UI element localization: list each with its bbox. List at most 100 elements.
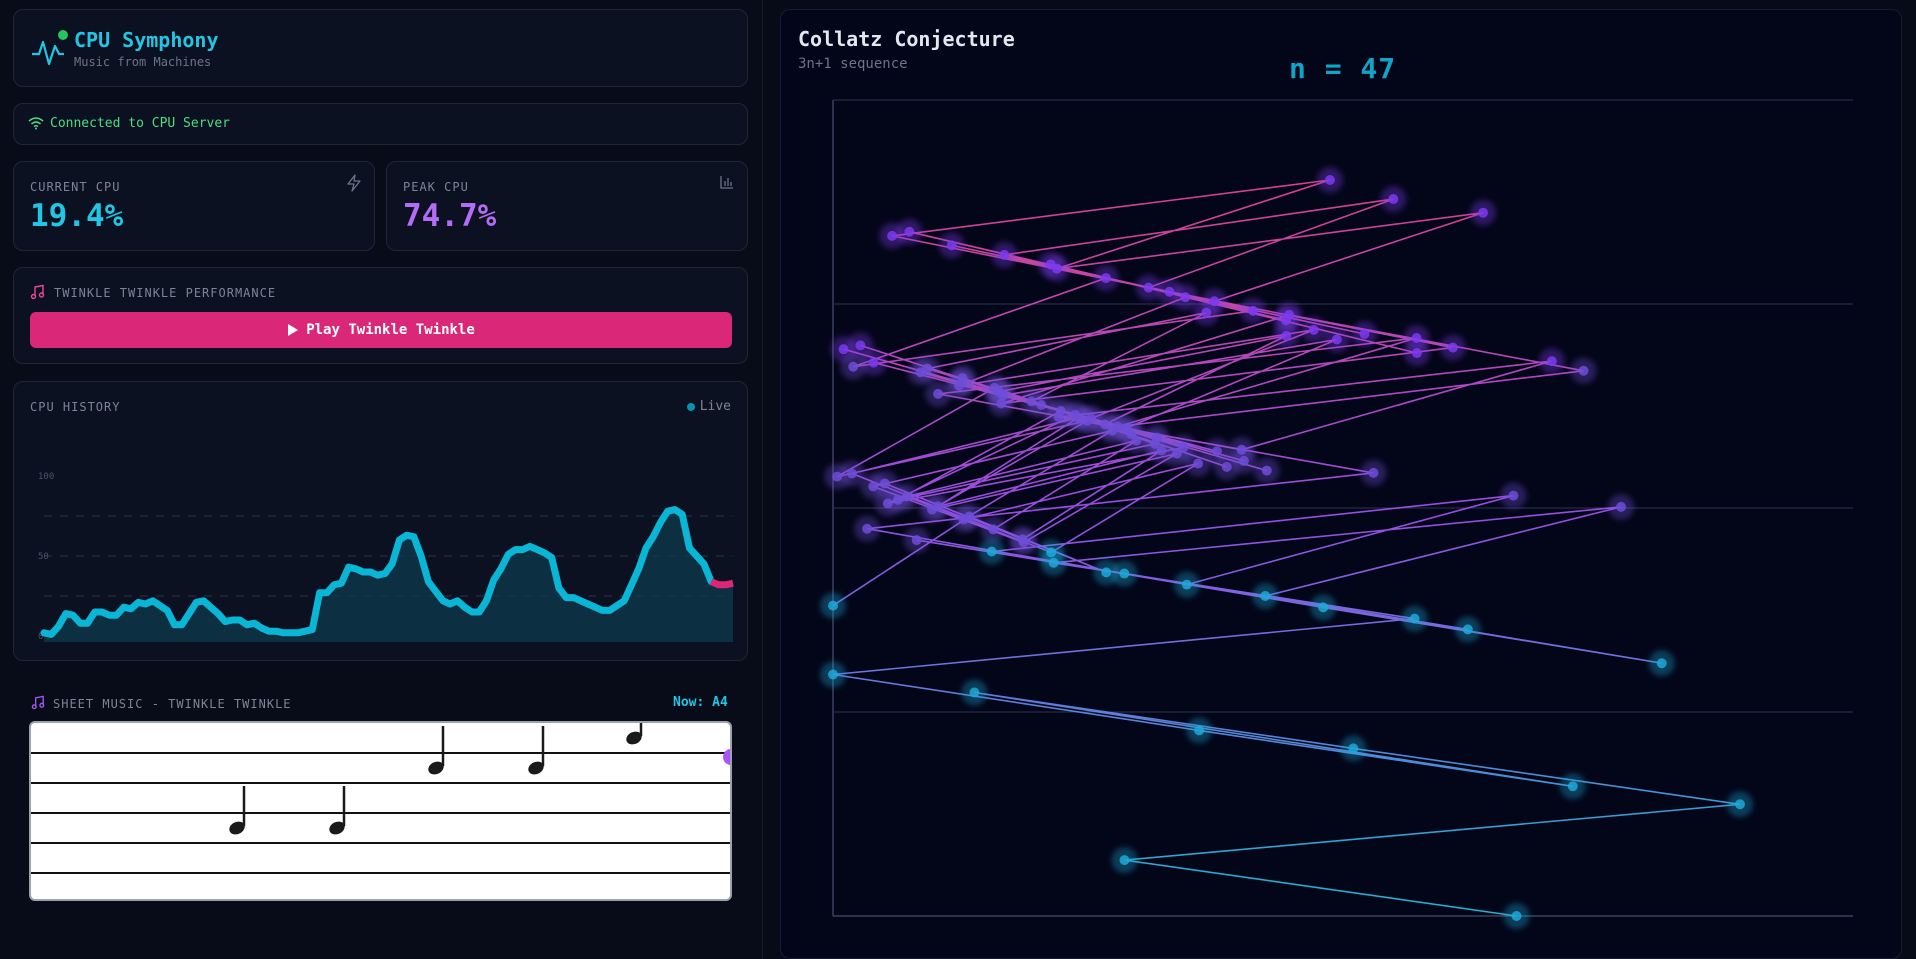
collatz-point bbox=[1359, 328, 1370, 339]
collatz-point bbox=[915, 367, 926, 378]
collatz-point bbox=[1578, 365, 1589, 376]
collatz-point bbox=[848, 361, 859, 372]
peak-cpu-card: PEAK CPU 74.7% bbox=[386, 161, 748, 251]
collatz-point bbox=[1018, 537, 1029, 548]
collatz-point bbox=[969, 687, 980, 698]
collatz-point bbox=[933, 388, 944, 399]
collatz-panel: Collatz Conjecture 3n+1 sequence n = 47 bbox=[780, 9, 1902, 959]
collatz-point bbox=[828, 669, 838, 680]
sheet-music-label: SHEET MUSIC - TWINKLE TWINKLE bbox=[53, 697, 292, 711]
staff-note bbox=[626, 723, 643, 745]
twinkle-performance-card: TWINKLE TWINKLE PERFORMANCE Play Twinkle… bbox=[13, 267, 748, 364]
collatz-point bbox=[1308, 324, 1319, 335]
collatz-point bbox=[1368, 467, 1379, 478]
staff-note bbox=[229, 786, 246, 835]
current-cpu-label: CURRENT CPU bbox=[30, 180, 121, 194]
music-note-icon bbox=[30, 284, 45, 300]
collatz-point bbox=[1086, 413, 1097, 424]
staff-notation bbox=[31, 723, 730, 874]
peak-cpu-value: 74.7% bbox=[403, 198, 497, 234]
collatz-point bbox=[1411, 333, 1422, 344]
connection-status-text: Connected to CPU Server bbox=[50, 116, 231, 131]
app-title: CPU Symphony bbox=[74, 28, 219, 52]
app-subtitle: Music from Machines bbox=[74, 55, 212, 69]
collatz-point bbox=[838, 344, 849, 355]
collatz-point bbox=[1478, 207, 1489, 218]
collatz-point bbox=[1209, 296, 1220, 307]
collatz-point bbox=[1119, 568, 1130, 579]
collatz-point bbox=[1048, 557, 1059, 568]
collatz-point bbox=[1151, 432, 1162, 443]
wifi-icon bbox=[28, 117, 44, 130]
collatz-point bbox=[1284, 309, 1295, 320]
collatz-title: Collatz Conjecture bbox=[798, 27, 1015, 51]
collatz-point bbox=[1180, 292, 1191, 303]
collatz-point bbox=[1616, 501, 1627, 512]
collatz-point bbox=[1734, 799, 1745, 810]
collatz-point bbox=[855, 340, 866, 351]
collatz-point bbox=[911, 535, 922, 546]
collatz-point bbox=[988, 524, 999, 535]
collatz-chart bbox=[820, 99, 1853, 929]
music-note-icon bbox=[31, 695, 45, 710]
collatz-point bbox=[946, 240, 957, 251]
brand-card: CPU Symphony Music from Machines bbox=[13, 9, 748, 87]
collatz-point bbox=[1348, 743, 1359, 754]
collatz-point bbox=[927, 504, 938, 515]
collatz-point bbox=[1511, 911, 1522, 921]
collatz-point bbox=[954, 380, 965, 391]
left-panel: CPU Symphony Music from Machines Connect… bbox=[0, 0, 763, 959]
staff-note bbox=[428, 726, 445, 775]
collatz-point bbox=[1194, 725, 1205, 736]
collatz-point bbox=[868, 481, 879, 492]
collatz-point bbox=[887, 230, 898, 241]
collatz-point bbox=[1508, 490, 1519, 501]
collatz-point bbox=[1101, 567, 1112, 578]
collatz-point bbox=[1248, 305, 1259, 316]
collatz-point bbox=[1260, 590, 1271, 601]
cpu-history-chart: 100 50 0 bbox=[38, 472, 734, 642]
collatz-point bbox=[904, 226, 915, 237]
current-cpu-card: CURRENT CPU 19.4% bbox=[13, 161, 375, 251]
sheet-music-staff bbox=[29, 721, 732, 901]
collatz-point bbox=[1324, 175, 1335, 185]
pulse-logo-icon bbox=[32, 30, 68, 66]
collatz-point bbox=[1143, 282, 1154, 293]
play-twinkle-label: Play Twinkle Twinkle bbox=[306, 322, 475, 338]
collatz-point bbox=[996, 398, 1007, 409]
collatz-point bbox=[1546, 356, 1557, 367]
live-indicator: Live bbox=[686, 399, 731, 414]
collatz-point bbox=[1178, 442, 1189, 453]
collatz-point bbox=[832, 471, 843, 482]
collatz-point bbox=[882, 498, 893, 509]
collatz-point bbox=[1261, 465, 1272, 476]
collatz-point bbox=[868, 357, 879, 368]
collatz-point bbox=[1462, 624, 1473, 635]
collatz-point bbox=[1164, 286, 1175, 297]
history-area bbox=[44, 509, 733, 642]
collatz-point bbox=[999, 249, 1010, 260]
staff-note bbox=[329, 786, 346, 835]
collatz-point bbox=[1100, 273, 1111, 284]
collatz-point bbox=[1388, 194, 1399, 205]
collatz-point bbox=[1070, 409, 1081, 420]
lightning-icon bbox=[347, 174, 361, 192]
play-twinkle-button[interactable]: Play Twinkle Twinkle bbox=[30, 312, 732, 348]
collatz-point bbox=[986, 546, 997, 557]
collatz-point bbox=[1331, 334, 1342, 345]
cpu-history-label: CPU HISTORY bbox=[30, 400, 121, 414]
collatz-subtitle: 3n+1 sequence bbox=[798, 56, 908, 72]
history-line-latest bbox=[709, 578, 734, 589]
collatz-point bbox=[1447, 342, 1458, 353]
peak-cpu-label: PEAK CPU bbox=[403, 180, 469, 194]
collatz-point bbox=[1193, 458, 1204, 469]
connection-status-card: Connected to CPU Server bbox=[13, 103, 748, 145]
collatz-point bbox=[1119, 855, 1130, 866]
staff-note bbox=[528, 726, 545, 775]
collatz-point bbox=[1409, 613, 1420, 624]
live-dot-icon bbox=[686, 402, 695, 411]
collatz-point bbox=[1181, 579, 1192, 590]
collatz-point bbox=[1211, 446, 1222, 457]
current-cpu-value: 19.4% bbox=[30, 198, 124, 234]
play-icon bbox=[288, 324, 299, 336]
